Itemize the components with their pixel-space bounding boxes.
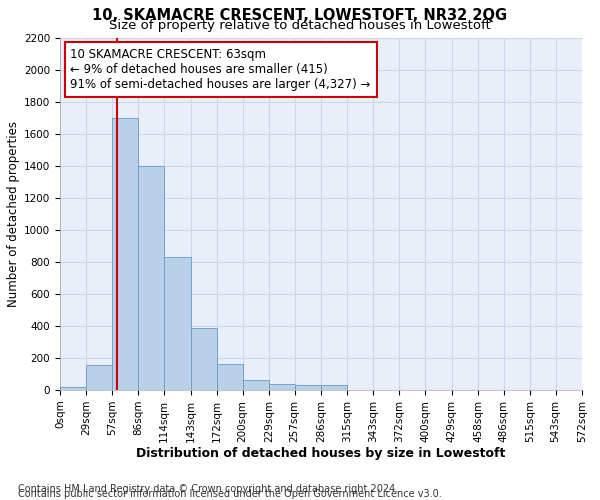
X-axis label: Distribution of detached houses by size in Lowestoft: Distribution of detached houses by size … xyxy=(136,448,506,460)
Text: Contains public sector information licensed under the Open Government Licence v3: Contains public sector information licen… xyxy=(18,489,442,499)
Text: 10 SKAMACRE CRESCENT: 63sqm
← 9% of detached houses are smaller (415)
91% of sem: 10 SKAMACRE CRESCENT: 63sqm ← 9% of deta… xyxy=(70,48,371,91)
Bar xyxy=(86,365,112,390)
Bar xyxy=(164,257,191,390)
Text: Contains HM Land Registry data © Crown copyright and database right 2024.: Contains HM Land Registry data © Crown c… xyxy=(18,484,398,494)
Bar xyxy=(112,118,139,390)
Bar xyxy=(139,166,164,390)
Text: Size of property relative to detached houses in Lowestoft: Size of property relative to detached ho… xyxy=(109,19,491,32)
Bar xyxy=(60,387,86,390)
Bar xyxy=(295,385,321,390)
Bar xyxy=(242,380,269,390)
Bar xyxy=(269,384,295,390)
Bar xyxy=(191,328,217,390)
Text: 10, SKAMACRE CRESCENT, LOWESTOFT, NR32 2QG: 10, SKAMACRE CRESCENT, LOWESTOFT, NR32 2… xyxy=(92,8,508,22)
Bar xyxy=(217,364,242,390)
Bar xyxy=(321,385,347,390)
Y-axis label: Number of detached properties: Number of detached properties xyxy=(7,120,20,306)
